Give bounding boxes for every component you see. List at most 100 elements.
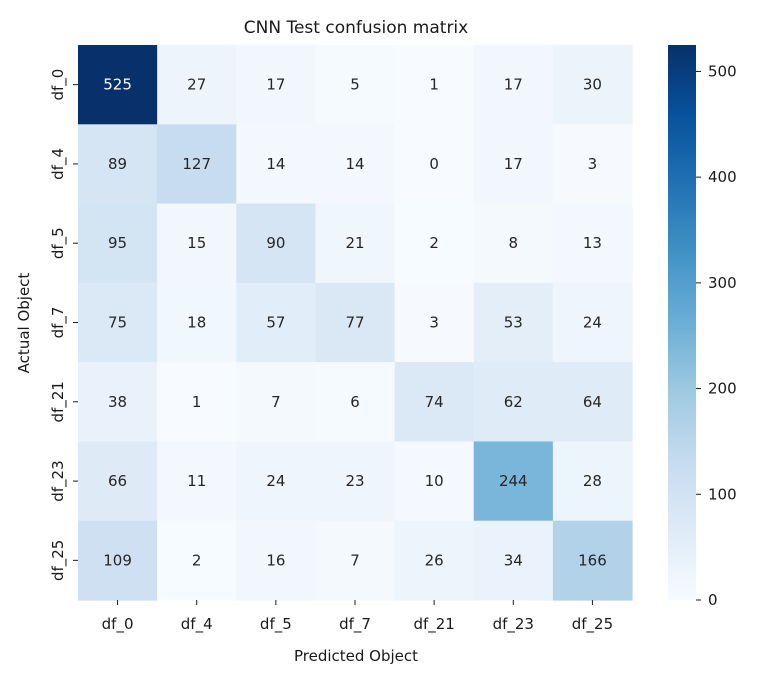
cell-value-label: 62 [504,393,523,411]
x-axis-label: Predicted Object [294,647,418,665]
x-axis-ticks: df_0 df_4 df_5 df_7 df_21 df_23 df_25 [102,600,613,634]
cell-value-label: 38 [108,393,127,411]
colorbar: 0 100 200 300 400 500 [668,45,737,609]
x-tick-label: df_21 [413,615,454,634]
cell-value-label: 90 [266,234,285,252]
heatmap-cell [473,441,554,522]
cell-value-label: 34 [504,551,523,569]
colorbar-tick-label: 200 [708,380,737,398]
colorbar-tick-label: 500 [708,62,737,80]
cell-value-label: 14 [266,155,285,173]
cell-value-label: 109 [103,551,132,569]
cell-value-label: 3 [429,314,439,332]
heatmap-cell [473,203,554,284]
cell-value-label: 7 [271,393,281,411]
heatmap-cell [78,441,158,522]
y-tick-label: df_4 [49,148,68,180]
y-axis-ticks: df_0 df_4 df_5 df_7 df_21 df_23 df_25 [49,69,78,581]
cell-value-label: 17 [504,155,523,173]
heatmap-cell [315,441,396,522]
cell-value-label: 16 [266,551,285,569]
heatmap-cell [394,362,475,443]
heatmap-cell [236,282,317,363]
heatmap-cell [78,282,158,363]
cell-value-label: 57 [266,314,285,332]
colorbar-tick-label: 300 [708,274,737,292]
cell-value-label: 5 [350,76,360,94]
colorbar-gradient [668,45,696,600]
heatmap-cell [78,362,158,443]
cell-value-label: 0 [429,155,439,173]
x-tick-label: df_0 [102,615,134,634]
x-tick-label: df_25 [572,615,613,634]
heatmap-cell [236,45,317,125]
cell-value-label: 64 [583,393,602,411]
heatmap-cell [157,282,237,363]
cell-value-label: 21 [345,234,364,252]
y-tick-label: df_25 [49,540,68,581]
heatmap-cell [78,45,158,125]
heatmap-cell [78,124,158,205]
heatmap-cell [236,362,317,443]
y-tick-label: df_7 [49,307,68,339]
cell-value-label: 24 [583,314,602,332]
heatmap-cell [315,124,396,205]
heatmap-cell [315,362,396,443]
cell-value-label: 30 [583,76,602,94]
y-tick-label: df_5 [49,227,68,259]
cell-value-label: 6 [350,393,360,411]
heatmap-cell [394,282,475,363]
heatmap-cell [157,441,237,522]
heatmap-cell [157,124,237,205]
heatmap-cell [473,362,554,443]
heatmap-cell [473,282,554,363]
heatmap-cell [236,520,317,601]
heatmap-cell [552,282,633,363]
cell-value-label: 27 [187,76,206,94]
cell-value-label: 77 [345,314,364,332]
y-tick-label: df_0 [49,69,68,101]
y-axis-label: Actual Object [15,273,33,374]
heatmap-cell [552,124,633,205]
heatmap-cell [552,362,633,443]
heatmap-cell [236,441,317,522]
x-tick-label: df_7 [339,615,371,634]
cell-value-label: 166 [578,551,607,569]
heatmap-cell [315,282,396,363]
heatmap-cell [236,203,317,284]
heatmap-cell [552,441,633,522]
cell-value-label: 10 [425,472,444,490]
heatmap-cell [78,203,158,284]
heatmap-cell [394,124,475,205]
heatmap-cell [473,124,554,205]
cell-value-label: 2 [429,234,439,252]
cell-value-label: 1 [429,76,439,94]
cell-value-label: 17 [266,76,285,94]
heatmap-cell [473,520,554,601]
cell-value-label: 244 [499,472,528,490]
cell-value-label: 3 [588,155,598,173]
cell-value-label: 18 [187,314,206,332]
y-tick-label: df_21 [49,381,68,422]
heatmap-cell [157,520,237,601]
cell-value-label: 1 [192,393,202,411]
cell-value-label: 15 [187,234,206,252]
cell-value-label: 89 [108,155,127,173]
heatmap-cell [157,362,237,443]
heatmap-cell [552,203,633,284]
heatmap-cell [473,45,554,125]
cell-value-label: 28 [583,472,602,490]
chart-title: CNN Test confusion matrix [244,18,468,38]
colorbar-tick-label: 400 [708,168,737,186]
heatmap-cell [315,520,396,601]
heatmap-cell [315,45,396,125]
heatmap-cell [394,203,475,284]
heatmap-cell [157,45,237,125]
colorbar-tick-label: 100 [708,485,737,503]
heatmap-cell [78,520,158,601]
colorbar-tick-label: 0 [708,591,718,609]
cell-value-label: 13 [583,234,602,252]
cell-value-label: 53 [504,314,523,332]
